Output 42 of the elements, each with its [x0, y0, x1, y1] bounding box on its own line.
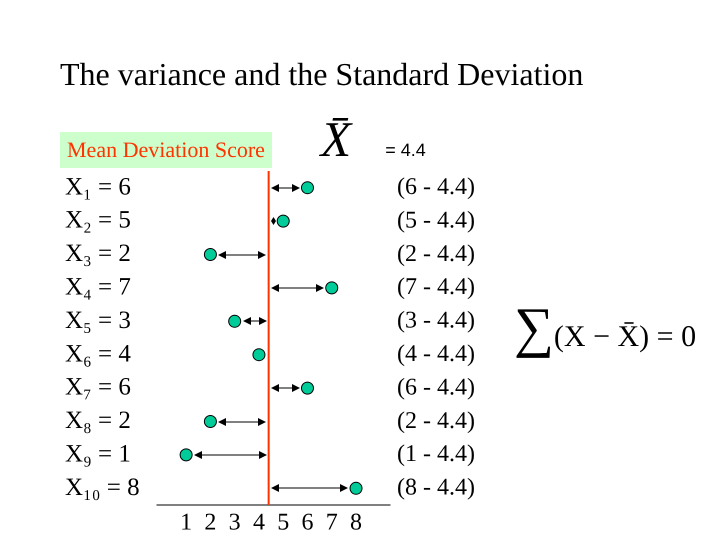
x-tick-label: 4: [252, 510, 265, 536]
text: Mean Deviation Score: [60, 132, 272, 168]
x-tick-label: 1: [180, 510, 192, 536]
point: [325, 281, 338, 294]
y-tick-label: X₇ = 6: [65, 374, 131, 401]
point: [300, 382, 314, 395]
y2-tick-label: (3 - 4.4): [397, 308, 475, 334]
y2-tick-label: (1 - 4.4): [397, 441, 475, 468]
point: [204, 415, 217, 428]
y-tick-label: X₁₀ = 8: [65, 474, 140, 501]
y-tick-label: X₃ = 2: [65, 240, 131, 268]
y2-tick-label: (6 - 4.4): [397, 174, 475, 200]
y-tick-label: X₄ = 7: [65, 273, 131, 300]
x-tick-label: 6: [301, 510, 314, 536]
y2-tick-label: (2 - 4.4): [397, 408, 475, 434]
y-tick-label: X₁ = 6: [65, 173, 131, 200]
chart-title: The variance and the Standard Deviation: [60, 55, 584, 93]
text: ∑(X − X̄) = 0: [514, 297, 696, 359]
y2-tick-label: (4 - 4.4): [397, 340, 475, 367]
y2-tick-label: (7 - 4.4): [397, 274, 475, 300]
y-tick-label: X₆ = 4: [65, 340, 132, 368]
x-tick-label: 7: [326, 510, 338, 536]
point: [228, 314, 242, 328]
point: [350, 482, 363, 495]
y-tick-label: X₅ = 3: [65, 306, 131, 334]
y2-tick-label: (8 - 4.4): [397, 474, 475, 501]
x-tick-label: 5: [277, 510, 290, 536]
y2-tick-label: (2 - 4.4): [397, 240, 475, 267]
ref-line-label: X̄ = 4.4: [320, 111, 426, 167]
y-tick-label: X₈ = 2: [65, 407, 131, 434]
point: [180, 448, 193, 462]
point: [276, 214, 290, 228]
y-tick-label: X₂ = 5: [65, 206, 131, 234]
x-tick-label: 2: [204, 510, 216, 536]
point: [204, 248, 217, 261]
x-tick-label: 8: [350, 510, 362, 536]
point: [300, 181, 314, 194]
y2-tick-label: (5 - 4.4): [397, 207, 475, 234]
y2-tick-label: (6 - 4.4): [397, 374, 475, 400]
y-tick-label: X₉ = 1: [65, 440, 131, 468]
x-tick-label: 3: [228, 510, 241, 536]
point: [252, 348, 266, 362]
